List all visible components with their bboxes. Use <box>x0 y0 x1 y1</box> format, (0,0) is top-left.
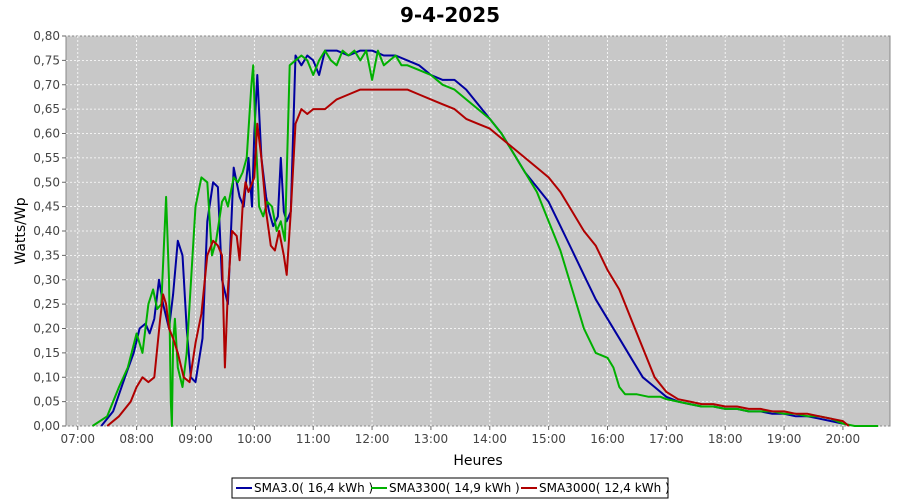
y-tick-label: 0,00 <box>33 419 60 433</box>
y-tick-label: 0,60 <box>33 127 60 141</box>
y-tick-label: 0,65 <box>33 102 60 116</box>
y-tick-label: 0,30 <box>33 273 60 287</box>
y-tick-label: 0,35 <box>33 248 60 262</box>
y-tick-label: 0,70 <box>33 78 60 92</box>
x-tick-label: 15:00 <box>531 432 566 446</box>
y-tick-label: 0,05 <box>33 395 60 409</box>
legend: SMA3.0( 16,4 kWh ) SMA3300( 14,9 kWh ) SMA… <box>231 477 670 499</box>
y-tick-label: 0,15 <box>33 346 60 360</box>
x-tick-label: 20:00 <box>826 432 861 446</box>
x-tick-label: 17:00 <box>649 432 684 446</box>
y-axis-label: Watts/Wp <box>13 197 29 264</box>
x-tick-label: 12:00 <box>355 432 390 446</box>
chart-title: 9-4-2025 <box>400 3 500 27</box>
y-tick-label: 0,50 <box>33 175 60 189</box>
x-tick-label: 13:00 <box>414 432 449 446</box>
series-line-2 <box>91 49 879 427</box>
x-tick-label: 16:00 <box>590 432 625 446</box>
x-axis-ticks: 07:00 08:00 09:00 10:00 11:00 12:00 13:00 14:00… <box>60 426 860 446</box>
x-tick-label: 14:00 <box>472 432 507 446</box>
x-tick-label: 19:00 <box>767 432 802 446</box>
series-line-3 <box>106 88 850 427</box>
y-tick-label: 0,80 <box>33 29 60 43</box>
y-tick-label: 0,10 <box>33 370 60 384</box>
x-tick-label: 10:00 <box>237 432 272 446</box>
legend-label-3: SMA3000( 12,4 kWh ) <box>539 481 670 495</box>
legend-box <box>231 477 669 499</box>
y-axis-ticks: 0,00 0,05 0,10 0,15 0,20 0,25 0,30 0,35 0,40 0,45… <box>33 29 66 433</box>
x-tick-label: 11:00 <box>296 432 331 446</box>
y-tick-label: 0,45 <box>33 200 60 214</box>
y-tick-label: 0,55 <box>33 151 60 165</box>
x-tick-label: 18:00 <box>708 432 743 446</box>
legend-label-1: SMA3.0( 16,4 kWh ) <box>254 481 373 495</box>
series-lines <box>91 49 879 427</box>
y-tick-label: 0,40 <box>33 224 60 238</box>
y-tick-label: 0,25 <box>33 297 60 311</box>
x-tick-label: 08:00 <box>119 432 154 446</box>
y-tick-label: 0,20 <box>33 322 60 336</box>
legend-label-2: SMA3300( 14,9 kWh ) <box>389 481 520 495</box>
y-tick-label: 0,75 <box>33 53 60 67</box>
x-axis-label: Heures <box>453 453 502 469</box>
x-tick-label: 09:00 <box>178 432 213 446</box>
x-tick-label: 07:00 <box>60 432 95 446</box>
